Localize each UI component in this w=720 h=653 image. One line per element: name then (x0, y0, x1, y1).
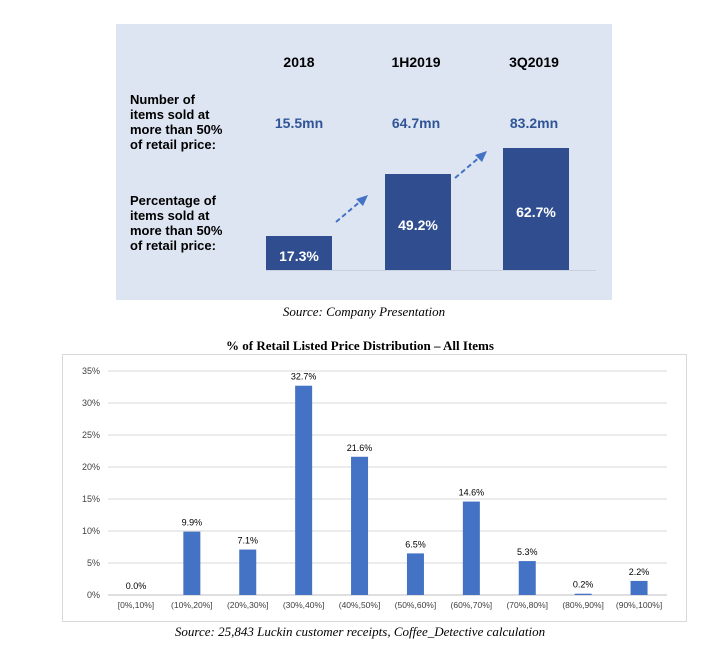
growth-arrow-icon (454, 151, 487, 179)
y-tick-label: 5% (87, 558, 100, 568)
percentage-row-label-line: of retail price: (130, 238, 216, 253)
bar (183, 531, 201, 595)
x-tick-label: (20%,30%] (227, 600, 269, 610)
y-tick-label: 15% (82, 494, 100, 504)
y-tick-label: 10% (82, 526, 100, 536)
x-tick-label: [0%,10%] (118, 600, 154, 610)
x-tick-label: (10%,20%] (171, 600, 213, 610)
bar (574, 593, 592, 595)
y-tick-label: 20% (82, 462, 100, 472)
data-label: 5.3% (517, 547, 538, 557)
percentage-row-label: Percentage of items sold at more than 50… (130, 193, 260, 253)
data-label: 2.2% (629, 567, 650, 577)
data-label: 32.7% (291, 372, 317, 382)
growth-arrow-icon (335, 195, 368, 223)
distribution-bar-chart: 0% 5% 10% 15% 20% 25% 30% 35% 0.0% [0%,10%] 9.9% (1… (82, 366, 667, 610)
x-tick-label: (30%,40%] (283, 600, 325, 610)
data-label: 6.5% (405, 539, 426, 549)
percentage-row-label-line: items sold at (130, 208, 210, 223)
bar (406, 553, 424, 595)
data-label: 14.6% (459, 488, 485, 498)
items-sold-3q2019: 83.2mn (509, 115, 559, 131)
percentage-bar-2018 (266, 236, 332, 270)
items-sold-row-label-line: items sold at (130, 107, 210, 122)
percentage-label-3q2019: 62.7% (516, 204, 556, 220)
x-tick-label: (70%,80%] (506, 600, 548, 610)
x-tick-label: (60%,70%] (451, 600, 493, 610)
percentage-row-label-line: Percentage of (130, 193, 216, 208)
panel-baseline (266, 270, 596, 271)
column-header-1h2019: 1H2019 (391, 54, 441, 70)
y-tick-label: 0% (87, 590, 100, 600)
data-label: 0.0% (126, 581, 147, 591)
company-presentation-panel: 2018 1H2019 3Q2019 Number of items sold … (116, 24, 612, 300)
data-label: 7.1% (237, 536, 258, 546)
bar (239, 549, 257, 595)
x-tick-label: (90%,100%] (616, 600, 662, 610)
items-sold-row-label-line: Number of (130, 92, 195, 107)
data-label: 21.6% (347, 443, 373, 453)
percentage-bar-1h2019 (385, 174, 451, 270)
chart-frame: 0% 5% 10% 15% 20% 25% 30% 35% 0.0% [0%,10%] 9.9% (1… (62, 354, 687, 622)
y-tick-label: 25% (82, 430, 100, 440)
percentage-bar-3q2019 (503, 147, 569, 270)
chart-title: % of Retail Listed Price Distribution – … (226, 338, 494, 353)
bar (630, 580, 648, 595)
items-sold-row-label-line: more than 50% (130, 122, 223, 137)
bar (295, 385, 313, 595)
items-sold-2018: 15.5mn (274, 115, 324, 131)
items-sold-row-label-line: of retail price: (130, 137, 216, 152)
column-header-3q2019: 3Q2019 (509, 54, 559, 70)
percentage-label-2018: 17.3% (279, 248, 319, 264)
bar (462, 501, 480, 595)
percentage-label-1h2019: 49.2% (398, 217, 438, 233)
data-label: 9.9% (182, 518, 203, 528)
items-sold-1h2019: 64.7mn (391, 115, 441, 131)
y-tick-label: 35% (82, 366, 100, 376)
y-tick-label: 30% (82, 398, 100, 408)
percentage-row-label-line: more than 50% (130, 223, 223, 238)
x-tick-label: (40%,50%] (339, 600, 381, 610)
data-label: 0.2% (573, 580, 594, 590)
x-tick-label: (80%,90%] (562, 600, 604, 610)
source-note-company: Source: Company Presentation (282, 304, 446, 319)
source-note-receipts: Source: 25,843 Luckin customer receipts,… (174, 624, 546, 639)
bar (518, 561, 536, 595)
bar (351, 456, 369, 595)
column-header-2018: 2018 (283, 54, 315, 70)
items-sold-row-label: Number of items sold at more than 50% of… (130, 92, 260, 152)
x-tick-label: (50%,60%] (395, 600, 437, 610)
